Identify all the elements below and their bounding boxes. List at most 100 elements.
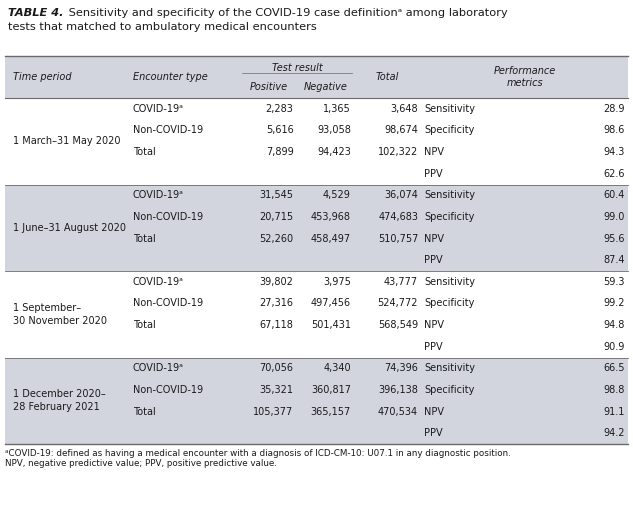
Text: Non-COVID-19: Non-COVID-19 bbox=[132, 126, 203, 136]
Text: 91.1: 91.1 bbox=[604, 406, 625, 417]
Text: Total: Total bbox=[132, 234, 155, 244]
Text: Sensitivity and specificity of the COVID-19 case definitionᵃ among laboratory: Sensitivity and specificity of the COVID… bbox=[65, 8, 508, 18]
Text: 52,260: 52,260 bbox=[260, 234, 294, 244]
Text: Specificity: Specificity bbox=[424, 212, 475, 222]
Text: Test result: Test result bbox=[272, 63, 323, 73]
Text: 501,431: 501,431 bbox=[311, 320, 351, 330]
Text: NPV: NPV bbox=[424, 320, 444, 330]
Text: 90.9: 90.9 bbox=[604, 342, 625, 352]
Text: 95.6: 95.6 bbox=[603, 234, 625, 244]
Text: 568,549: 568,549 bbox=[378, 320, 418, 330]
Text: 59.3: 59.3 bbox=[603, 277, 625, 287]
Text: Non-COVID-19: Non-COVID-19 bbox=[132, 298, 203, 309]
Text: 470,534: 470,534 bbox=[378, 406, 418, 417]
Text: 1 June–31 August 2020: 1 June–31 August 2020 bbox=[13, 223, 126, 233]
Text: Total: Total bbox=[132, 406, 155, 417]
Text: Non-COVID-19: Non-COVID-19 bbox=[132, 385, 203, 395]
Text: 105,377: 105,377 bbox=[253, 406, 294, 417]
Text: 94.2: 94.2 bbox=[603, 428, 625, 438]
Text: 66.5: 66.5 bbox=[603, 363, 625, 373]
Bar bbox=[5, 56, 628, 98]
Text: 102,322: 102,322 bbox=[378, 147, 418, 157]
Text: Total: Total bbox=[376, 72, 399, 82]
Text: 60.4: 60.4 bbox=[604, 190, 625, 201]
Text: 453,968: 453,968 bbox=[311, 212, 351, 222]
Text: 396,138: 396,138 bbox=[379, 385, 418, 395]
Text: 1,365: 1,365 bbox=[323, 104, 351, 114]
Text: 35,321: 35,321 bbox=[260, 385, 294, 395]
Text: Negative: Negative bbox=[303, 82, 347, 93]
Text: TABLE 4.: TABLE 4. bbox=[8, 8, 63, 18]
Text: 28.9: 28.9 bbox=[603, 104, 625, 114]
Text: 31,545: 31,545 bbox=[260, 190, 294, 201]
Text: 4,529: 4,529 bbox=[323, 190, 351, 201]
Text: 94.3: 94.3 bbox=[604, 147, 625, 157]
Text: 524,772: 524,772 bbox=[378, 298, 418, 309]
Text: Specificity: Specificity bbox=[424, 298, 475, 309]
Text: 74,396: 74,396 bbox=[384, 363, 418, 373]
Text: 1 September–
30 November 2020: 1 September– 30 November 2020 bbox=[13, 303, 107, 326]
Text: 99.2: 99.2 bbox=[603, 298, 625, 309]
Text: Sensitivity: Sensitivity bbox=[424, 190, 475, 201]
Text: 94,423: 94,423 bbox=[317, 147, 351, 157]
Text: PPV: PPV bbox=[424, 342, 443, 352]
Bar bbox=[5, 358, 628, 444]
Text: COVID-19ᵃ: COVID-19ᵃ bbox=[132, 363, 184, 373]
Text: 39,802: 39,802 bbox=[260, 277, 294, 287]
Text: 98,674: 98,674 bbox=[384, 126, 418, 136]
Text: 93,058: 93,058 bbox=[317, 126, 351, 136]
Text: Encounter type: Encounter type bbox=[132, 72, 208, 82]
Text: COVID-19ᵃ: COVID-19ᵃ bbox=[132, 277, 184, 287]
Text: Sensitivity: Sensitivity bbox=[424, 104, 475, 114]
Text: 67,118: 67,118 bbox=[260, 320, 294, 330]
Text: Positive: Positive bbox=[249, 82, 287, 93]
Text: 474,683: 474,683 bbox=[378, 212, 418, 222]
Text: 2,283: 2,283 bbox=[266, 104, 294, 114]
Text: PPV: PPV bbox=[424, 255, 443, 265]
Text: 43,777: 43,777 bbox=[384, 277, 418, 287]
Bar bbox=[5, 185, 628, 271]
Text: 7,899: 7,899 bbox=[266, 147, 294, 157]
Text: 3,975: 3,975 bbox=[323, 277, 351, 287]
Text: 62.6: 62.6 bbox=[603, 169, 625, 179]
Text: COVID-19ᵃ: COVID-19ᵃ bbox=[132, 104, 184, 114]
Text: tests that matched to ambulatory medical encounters: tests that matched to ambulatory medical… bbox=[8, 22, 316, 32]
Text: NPV: NPV bbox=[424, 406, 444, 417]
Text: 497,456: 497,456 bbox=[311, 298, 351, 309]
Text: Specificity: Specificity bbox=[424, 126, 475, 136]
Text: 36,074: 36,074 bbox=[384, 190, 418, 201]
Text: Specificity: Specificity bbox=[424, 385, 475, 395]
Text: 87.4: 87.4 bbox=[603, 255, 625, 265]
Text: PPV: PPV bbox=[424, 428, 443, 438]
Text: Total: Total bbox=[132, 147, 155, 157]
Text: NPV: NPV bbox=[424, 234, 444, 244]
Text: 1 December 2020–
28 February 2021: 1 December 2020– 28 February 2021 bbox=[13, 389, 106, 412]
Text: 70,056: 70,056 bbox=[260, 363, 294, 373]
Text: 5,616: 5,616 bbox=[266, 126, 294, 136]
Text: 27,316: 27,316 bbox=[260, 298, 294, 309]
Text: Sensitivity: Sensitivity bbox=[424, 277, 475, 287]
Text: 365,157: 365,157 bbox=[311, 406, 351, 417]
Text: 99.0: 99.0 bbox=[604, 212, 625, 222]
Text: 4,340: 4,340 bbox=[323, 363, 351, 373]
Text: 94.8: 94.8 bbox=[604, 320, 625, 330]
Text: 360,817: 360,817 bbox=[311, 385, 351, 395]
Text: 510,757: 510,757 bbox=[378, 234, 418, 244]
Text: 1 March–31 May 2020: 1 March–31 May 2020 bbox=[13, 136, 120, 146]
Text: 3,648: 3,648 bbox=[391, 104, 418, 114]
Text: Total: Total bbox=[132, 320, 155, 330]
Text: 98.8: 98.8 bbox=[604, 385, 625, 395]
Text: ᵃCOVID-19: defined as having a medical encounter with a diagnosis of ICD-CM-10: : ᵃCOVID-19: defined as having a medical e… bbox=[5, 449, 511, 468]
Text: Non-COVID-19: Non-COVID-19 bbox=[132, 212, 203, 222]
Text: NPV: NPV bbox=[424, 147, 444, 157]
Text: 20,715: 20,715 bbox=[260, 212, 294, 222]
Text: Performance
metrics: Performance metrics bbox=[494, 66, 556, 88]
Text: 98.6: 98.6 bbox=[604, 126, 625, 136]
Text: Sensitivity: Sensitivity bbox=[424, 363, 475, 373]
Bar bbox=[5, 271, 628, 358]
Text: Time period: Time period bbox=[13, 72, 72, 82]
Bar bbox=[5, 98, 628, 185]
Text: PPV: PPV bbox=[424, 169, 443, 179]
Text: 458,497: 458,497 bbox=[311, 234, 351, 244]
Text: COVID-19ᵃ: COVID-19ᵃ bbox=[132, 190, 184, 201]
